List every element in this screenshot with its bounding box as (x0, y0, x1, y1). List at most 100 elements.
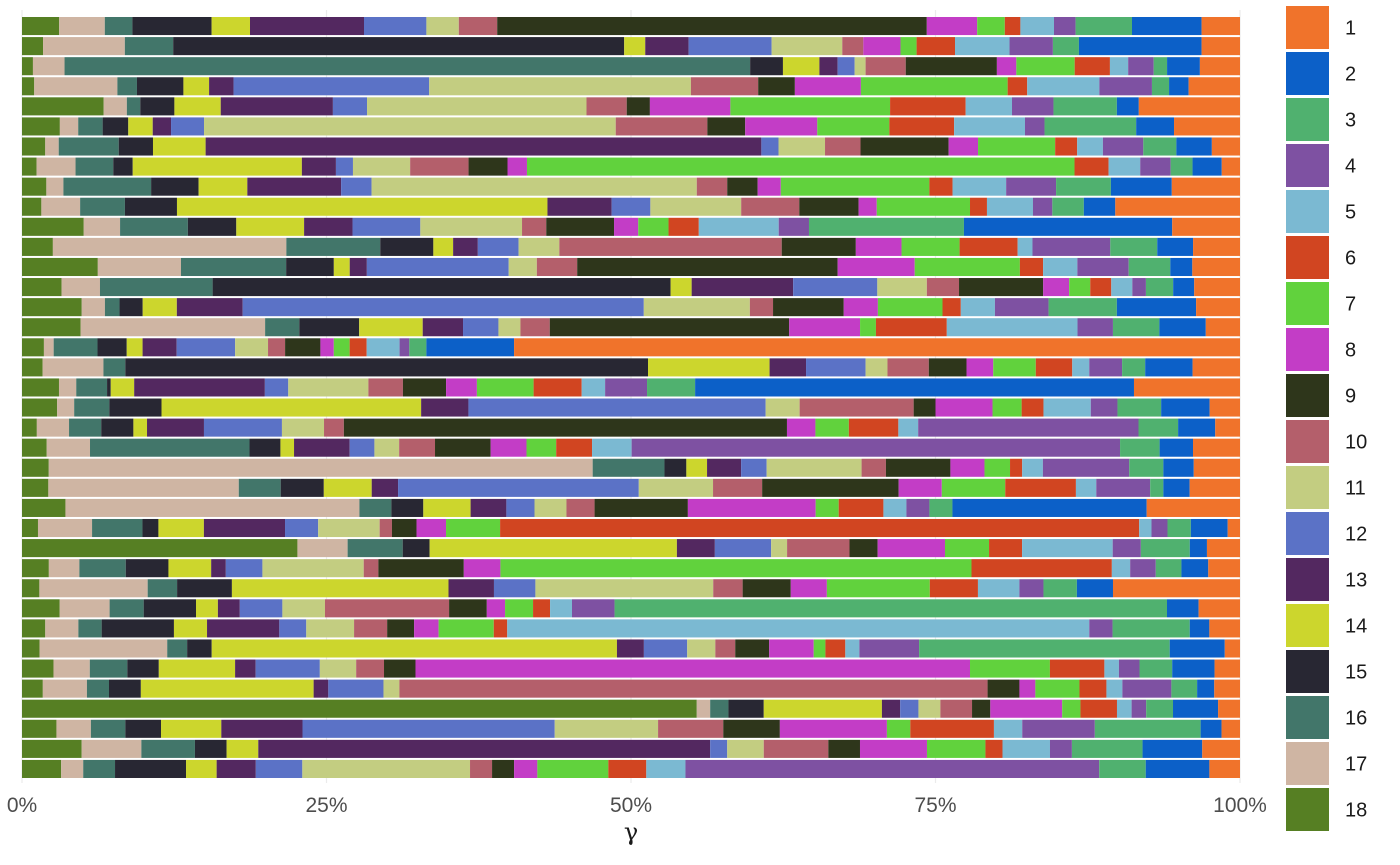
bar-1-segment-12 (364, 17, 427, 36)
bar-21-segment-12 (203, 418, 282, 437)
bar-18-segment-14 (648, 358, 770, 377)
bar-17-segment-10 (268, 338, 286, 357)
legend-label-2: 2 (1345, 64, 1356, 86)
bar-15-segment-3 (1048, 298, 1117, 317)
bar-22-segment-6 (556, 438, 593, 457)
bar-16-segment-8 (789, 318, 861, 337)
bar-11-segment-17 (83, 217, 121, 236)
bar-33-segment-2 (1172, 659, 1215, 678)
bar-13-segment-11 (508, 257, 537, 277)
bar-13-segment-13 (349, 257, 367, 277)
bar-7-segment-5 (1077, 137, 1103, 156)
bar-27-segment-9 (849, 539, 878, 558)
bar-31-segment-17 (45, 619, 79, 638)
legend-label-1: 1 (1345, 18, 1356, 40)
bar-8-segment-3 (1170, 157, 1193, 176)
bar-11-segment-11 (420, 217, 523, 236)
bar-25-segment-1 (1146, 498, 1240, 517)
bar-3-segment-2 (1167, 57, 1200, 76)
bar-19-segment-2 (695, 378, 1134, 397)
bar-22-segment-4 (631, 438, 1121, 457)
bar-7-segment-8 (948, 137, 979, 156)
bar-10-segment-15 (124, 197, 177, 216)
bar-17-segment-14 (126, 338, 143, 357)
bar-13-segment-10 (536, 257, 578, 277)
bar-7-segment-18 (22, 137, 46, 156)
bar-10-segment-4 (1032, 197, 1053, 216)
bar-23-segment-3 (1129, 458, 1164, 477)
bar-36-segment-11 (554, 719, 659, 738)
bar-34-segment-11 (383, 679, 400, 698)
bar-15-segment-16 (104, 298, 120, 317)
bar-22-segment-11 (374, 438, 400, 457)
bar-23-segment-7 (984, 458, 1011, 477)
bar-11-segment-13 (304, 217, 353, 236)
bar-30-segment-18 (22, 599, 60, 618)
bar-37-segment-6 (985, 739, 1003, 758)
legend-label-5: 5 (1345, 202, 1356, 224)
bar-2-segment-2 (1078, 37, 1202, 56)
bar-2-segment-15 (173, 37, 625, 56)
bar-13-segment-2 (1170, 257, 1193, 277)
bar-38-segment-1 (1209, 759, 1240, 778)
bar-28-segment-17 (48, 559, 80, 578)
bar-25-segment-8 (687, 498, 816, 517)
bar-36-segment-2 (1200, 719, 1222, 738)
bar-21-segment-6 (848, 418, 899, 437)
bar-3-segment-7 (1016, 57, 1075, 76)
bar-30-segment-1 (1198, 599, 1240, 618)
bar-28-segment-14 (168, 559, 212, 578)
bar-37-segment-3 (1071, 739, 1143, 758)
bar-37-segment-15 (194, 739, 227, 758)
bar-23-segment-1 (1193, 458, 1240, 477)
bar-26-segment-16 (92, 518, 143, 538)
x-axis-ticks: 0% 25% 50% 75% 100% (7, 794, 1267, 817)
bar-3-segment-18 (22, 57, 33, 76)
bar-8-segment-9 (468, 157, 508, 176)
bar-6-segment-17 (59, 117, 79, 136)
bar-19-segment-10 (368, 378, 403, 397)
bar-31-segment-16 (78, 619, 102, 638)
legend-label-14: 14 (1345, 616, 1367, 638)
bar-26-segment-9 (391, 518, 417, 538)
x-tick-label: 75% (914, 794, 956, 817)
bar-37-segment-11 (727, 739, 764, 758)
bar-35-segment-5 (1116, 699, 1132, 718)
bar-25-segment-17 (65, 498, 360, 517)
legend-key-12 (1286, 512, 1329, 555)
legend-label-15: 15 (1345, 662, 1367, 684)
bar-19-segment-12 (264, 378, 289, 397)
bar-3-segment-16 (64, 57, 751, 76)
bar-28-segment-3 (1155, 559, 1182, 578)
bar-17-segment-18 (22, 338, 44, 357)
bar-3-segment-5 (1109, 57, 1129, 76)
bar-3-segment-15 (750, 57, 783, 76)
bar-32-segment-1 (1224, 639, 1241, 658)
bar-34-segment-10 (399, 679, 988, 698)
legend-label-8: 8 (1345, 340, 1356, 362)
legend-key-5 (1286, 190, 1329, 233)
bar-14-segment-15 (212, 278, 671, 297)
bar-17-segment-12 (176, 338, 236, 357)
bar-38-segment-15 (115, 759, 187, 778)
bar-24-segment-6 (1005, 478, 1076, 497)
bar-15-segment-4 (994, 298, 1049, 317)
bar-4-segment-16 (117, 77, 137, 96)
bar-31-segment-9 (387, 619, 415, 638)
bar-6-segment-2 (1136, 117, 1175, 136)
legend-label-9: 9 (1345, 386, 1356, 408)
bar-35-segment-15 (728, 699, 764, 718)
bar-18-segment-10 (887, 358, 929, 377)
bar-36-segment-13 (221, 719, 303, 738)
bar-1-segment-17 (59, 17, 105, 36)
bar-25-segment-9 (594, 498, 688, 517)
legend-key-13 (1286, 558, 1329, 601)
bar-20-segment-9 (913, 398, 936, 417)
bar-36-segment-17 (56, 719, 91, 738)
bar-28-segment-15 (125, 559, 169, 578)
bar-5-segment-12 (332, 97, 368, 116)
bar-18-segment-8 (966, 358, 994, 377)
bar-26-segment-13 (203, 518, 286, 538)
bar-17-segment-1 (514, 338, 1240, 357)
bar-13-segment-17 (97, 257, 181, 277)
